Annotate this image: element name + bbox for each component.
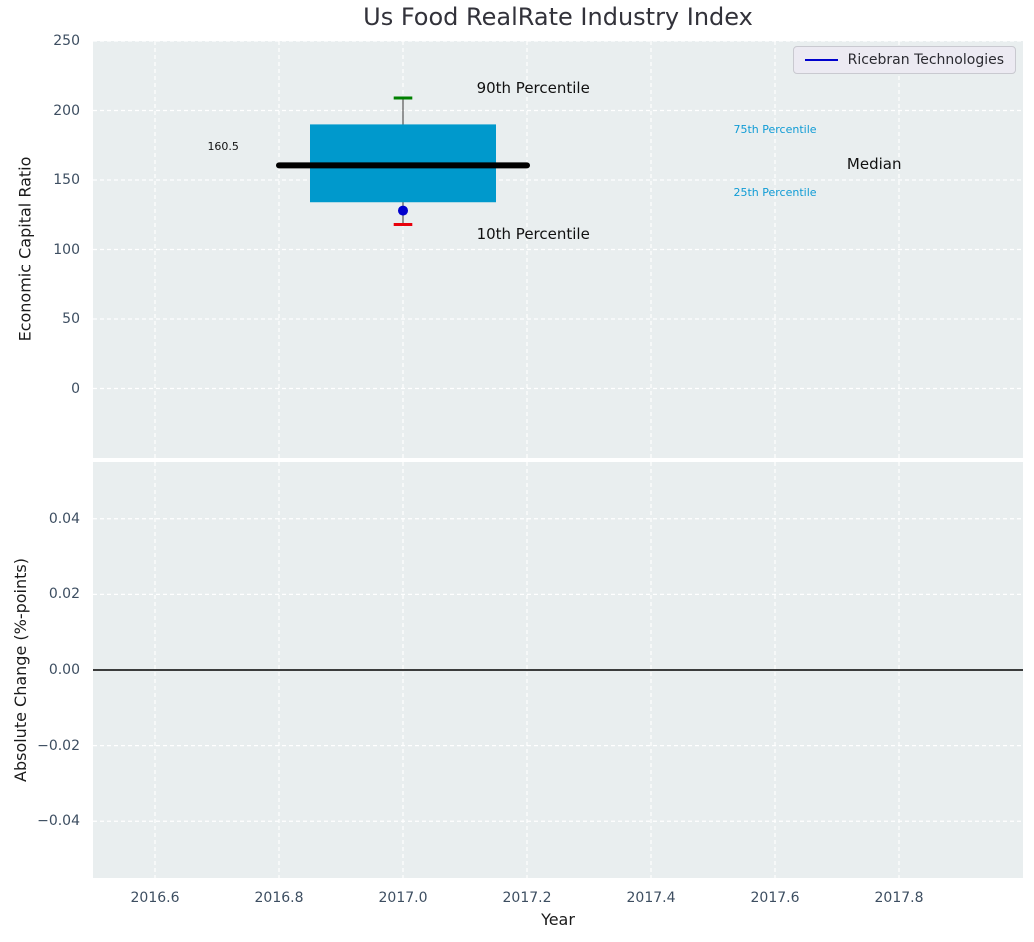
top-plot-area (93, 41, 1023, 458)
company-data-point (398, 205, 408, 216)
chart-title: Us Food RealRate Industry Index (363, 3, 753, 31)
x-tick-label: 2016.8 (254, 890, 304, 906)
y-tick-label: −0.02 (37, 737, 80, 754)
y-tick-label: −0.04 (37, 813, 80, 830)
plot-canvas (93, 462, 1023, 878)
y-tick-label: 250 (53, 33, 80, 49)
y-tick-label: 0 (71, 380, 80, 397)
legend-label: Ricebran Technologies (847, 52, 1004, 68)
y-tick-label: 150 (53, 172, 80, 188)
y-tick-label: 0.00 (48, 662, 80, 678)
annotation-160-5: 160.5 (207, 139, 239, 153)
annotation-10th-percentile: 10th Percentile (476, 224, 590, 243)
x-tick-label: 2017.0 (378, 890, 428, 906)
x-tick-label: 2017.4 (626, 890, 676, 906)
y-tick-label: 50 (62, 311, 80, 327)
legend-line-icon (804, 59, 838, 61)
annotation-75th-percentile: 75th Percentile (733, 122, 817, 136)
y-tick-label: 0.02 (48, 586, 80, 603)
plot-canvas (93, 41, 1023, 458)
y-tick-label: 200 (53, 102, 80, 119)
x-tick-label: 2017.8 (874, 890, 924, 906)
x-axis-label: Year (541, 910, 575, 929)
y-tick-label: 100 (53, 241, 80, 258)
legend: Ricebran Technologies (792, 46, 1016, 74)
annotation-90th-percentile: 90th Percentile (476, 79, 590, 97)
x-tick-label: 2017.2 (502, 890, 552, 906)
y-tick-label: 0.04 (48, 510, 80, 527)
annotation-25th-percentile: 25th Percentile (733, 185, 817, 199)
bottom-plot-area (93, 462, 1023, 878)
annotation-median: Median (846, 154, 902, 173)
x-tick-label: 2016.6 (130, 890, 180, 906)
x-tick-label: 2017.6 (750, 890, 800, 906)
